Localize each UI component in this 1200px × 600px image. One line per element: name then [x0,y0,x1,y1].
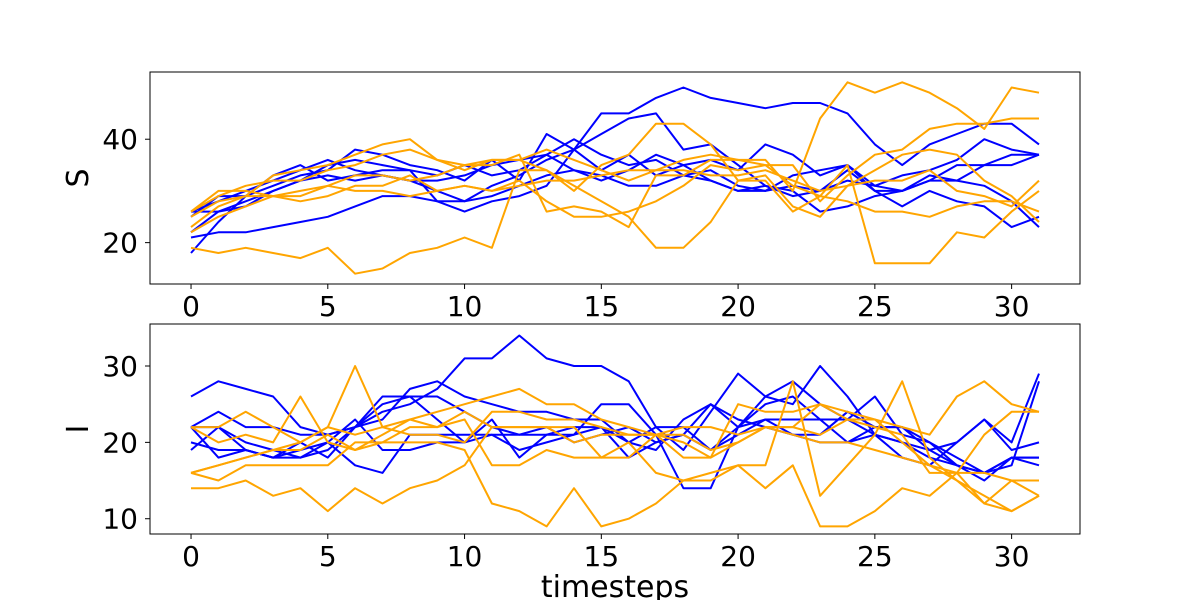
series-line-7 [191,403,1040,513]
series-line-9 [190,117,1039,228]
x-tick-label: 5 [319,290,337,323]
x-tick-label: 10 [447,290,483,323]
y-axis-label: S [61,168,96,187]
series-line-6 [190,365,1039,482]
series-line-1 [190,138,1040,239]
series-line-11 [190,122,1040,223]
x-tick-label: 25 [857,540,893,573]
series-line-2 [190,334,1040,474]
series-line-1 [190,373,1040,451]
series-line-7 [190,169,1040,234]
y-tick-label: 20 [102,227,138,260]
series-line-8 [190,164,1040,275]
x-tick-label: 5 [319,540,337,573]
y-tick-label: 30 [102,350,138,383]
series-line-4 [190,133,1040,254]
series-line-8 [190,380,1040,513]
susceptible-subplot: 0 5 10 15 20 25 30 20 40 S [61,71,1081,323]
x-tick-label: 0 [182,540,200,573]
plot-frame [149,323,1081,535]
y-tick-label: 40 [102,123,138,156]
series-line-10 [190,81,1040,229]
series-line-6 [190,148,1040,218]
x-axis-label: timesteps [541,570,689,600]
y-tick-label: 20 [102,426,138,459]
x-tick-label: 10 [447,540,483,573]
x-tick-label: 30 [994,540,1030,573]
x-tick-label: 30 [994,290,1030,323]
x-tick-label: 25 [857,290,893,323]
x-tick-label: 20 [720,540,756,573]
series-line-5 [190,365,1040,474]
x-tick-label: 20 [720,290,756,323]
x-tick-label: 0 [182,290,200,323]
series-line-11 [190,433,1040,528]
series-line-4 [190,403,1039,490]
x-tick-label: 15 [584,540,620,573]
series-line-10 [190,380,1040,459]
plot-frame [149,71,1081,285]
x-tick-label: 15 [584,290,620,323]
series-line-5 [190,86,1040,218]
series-line-9 [191,410,1039,474]
y-axis-label: I [61,425,96,434]
y-tick-label: 10 [102,503,138,536]
